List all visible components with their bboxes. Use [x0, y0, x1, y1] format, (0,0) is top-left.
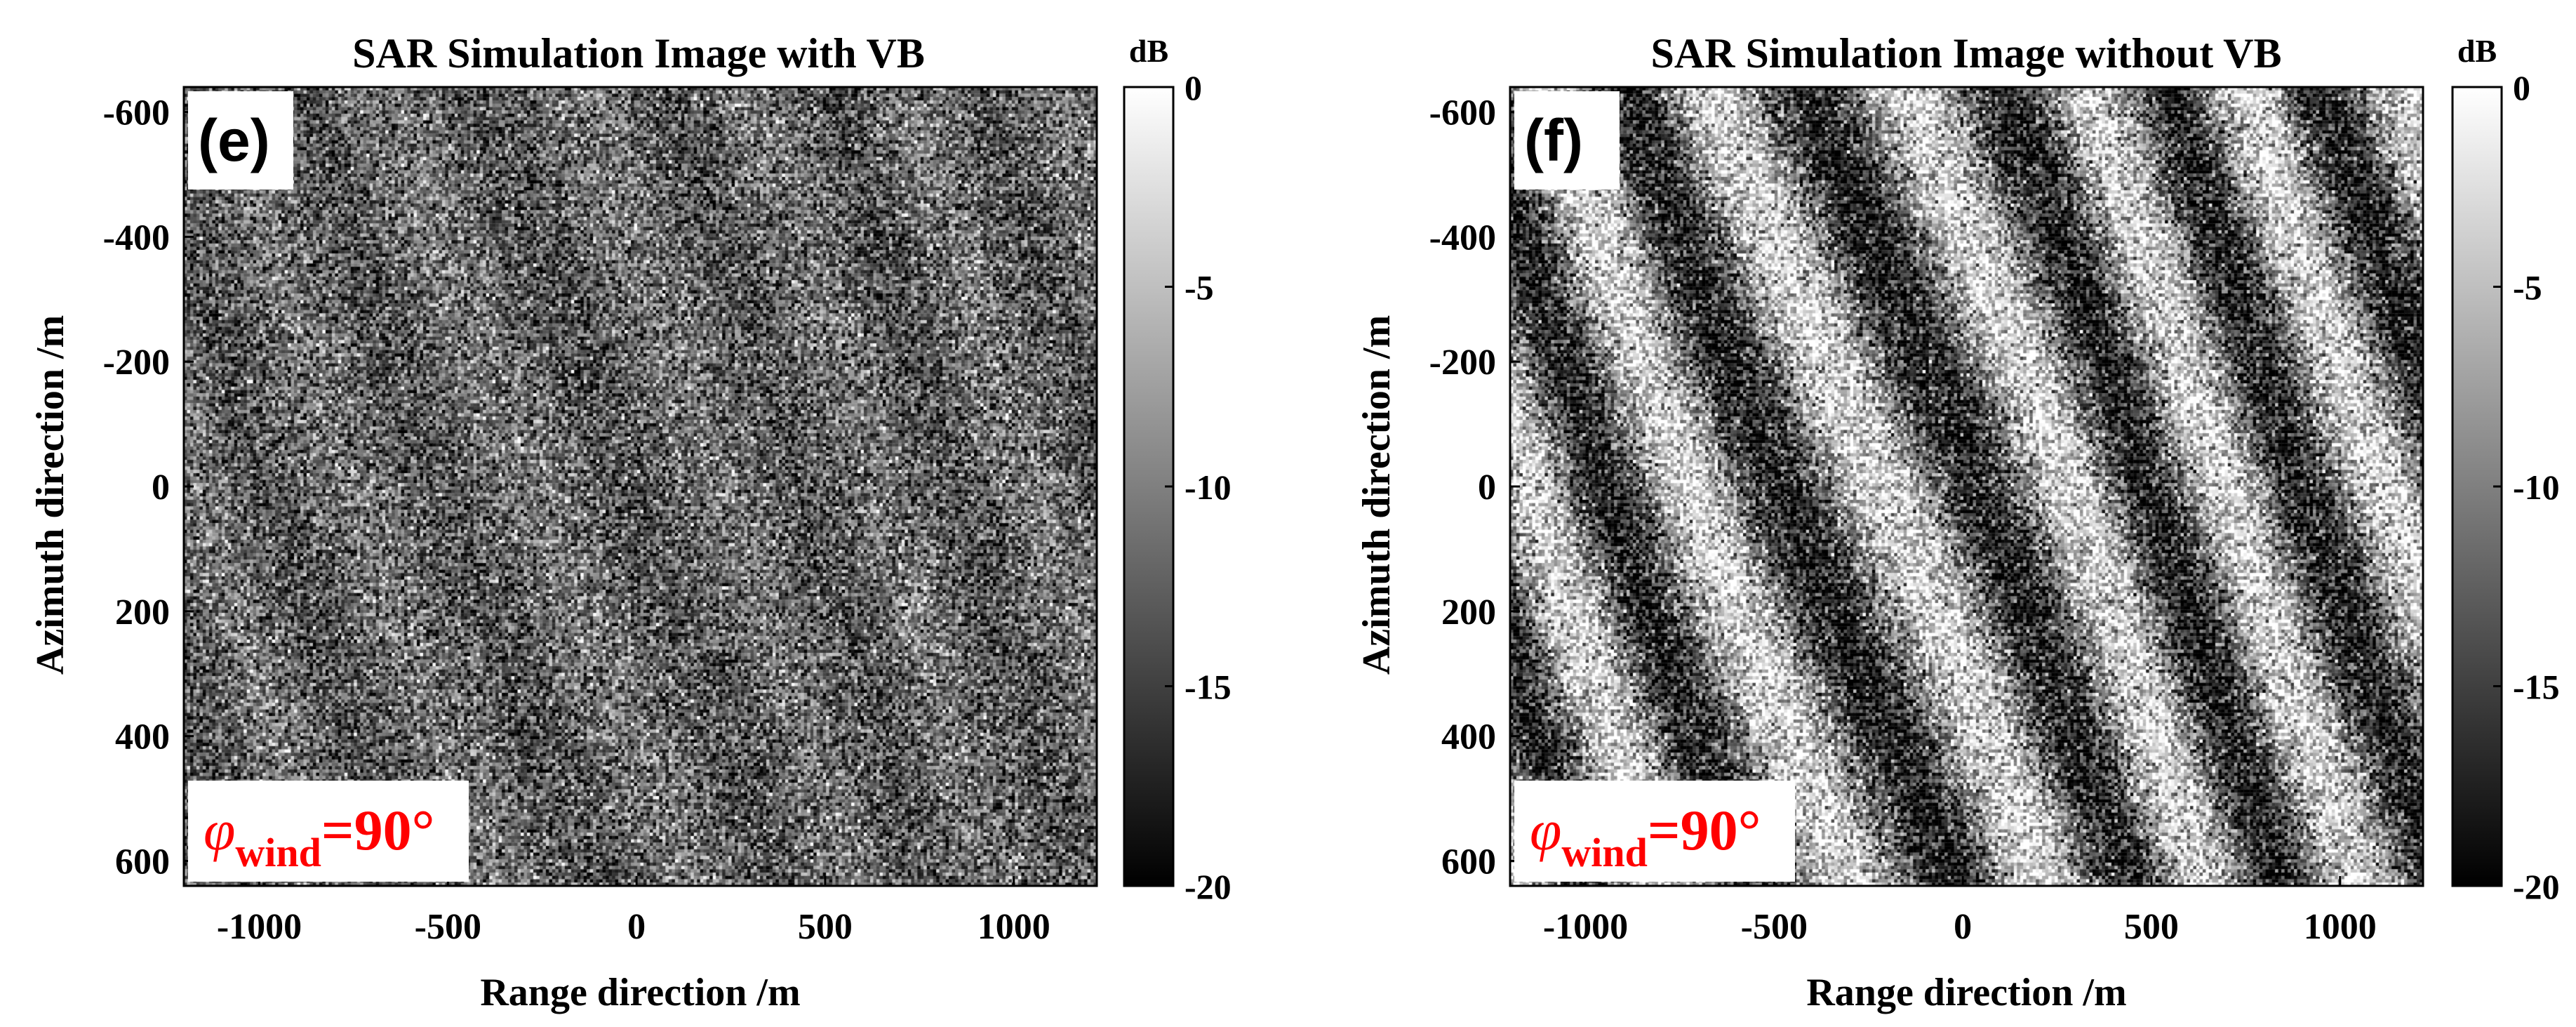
x-axis-label: Range direction /m [1806, 971, 2126, 1014]
chart-title: SAR Simulation Image with VB [352, 30, 925, 77]
colorbar-tick-label: -5 [2513, 268, 2542, 307]
x-tick-label: -500 [1741, 907, 1808, 947]
colorbar-tick-label: -20 [1184, 867, 1232, 906]
y-tick-label: -200 [103, 343, 170, 383]
y-tick-label: 600 [1441, 842, 1496, 882]
colorbar-tick-label: -5 [1184, 268, 1214, 307]
x-tick-label: 1000 [2304, 907, 2377, 947]
wind-annotation: φwind=90° [1530, 798, 1761, 875]
y-tick-label: 200 [115, 592, 170, 632]
wind-annotation: φwind=90° [203, 798, 434, 875]
y-tick-label: -400 [1429, 218, 1496, 258]
y-axis-label: Azimuth direction /m [29, 315, 72, 675]
y-tick-label: 400 [115, 717, 170, 757]
y-tick-label: 200 [1441, 592, 1496, 632]
wind-subscript: wind [1561, 830, 1648, 875]
sar-image [1510, 87, 2423, 886]
colorbar-unit: dB [2457, 33, 2497, 69]
colorbar-tick-label: -10 [2513, 468, 2560, 507]
wind-annotation-box [1514, 781, 1795, 882]
panel-label: (f) [1524, 107, 1583, 173]
x-tick-label: 0 [627, 907, 646, 947]
wind-subscript: wind [235, 830, 321, 875]
panel-label-box [188, 91, 293, 190]
chart-title: SAR Simulation Image without VB [1650, 30, 2281, 77]
x-tick-label: -1000 [1543, 907, 1628, 947]
y-tick-label: 600 [115, 842, 170, 882]
x-tick-label: -1000 [217, 907, 302, 947]
x-tick-label: 0 [1954, 907, 1972, 947]
y-tick-label: 400 [1441, 717, 1496, 757]
wind-phi-symbol: φ [203, 798, 235, 862]
colorbar-tick-label: -15 [2513, 668, 2560, 707]
y-tick-label: -600 [103, 93, 170, 133]
y-tick-label: -600 [1429, 93, 1496, 133]
y-tick-label: 0 [1478, 468, 1496, 508]
wind-value: =90° [321, 798, 435, 862]
panel-e: SAR Simulation Image with VB-1000 -500 0 50… [29, 30, 1232, 1014]
colorbar-tick-label: 0 [2513, 68, 2530, 107]
y-axis-label: Azimuth direction /m [1355, 315, 1399, 675]
colorbar-tick-label: -15 [1184, 668, 1232, 707]
colorbar-tick-label: -10 [1184, 468, 1232, 507]
y-tick-label: -400 [103, 218, 170, 258]
panel-label-box [1514, 91, 1620, 190]
y-tick-label: 0 [152, 468, 170, 508]
colorbar-unit: dB [1129, 33, 1168, 69]
x-tick-label: 500 [798, 907, 853, 947]
wind-annotation-box [188, 781, 469, 882]
y-tick-label: -200 [1429, 343, 1496, 383]
panel-label: (e) [198, 107, 270, 173]
x-tick-label: -500 [415, 907, 481, 947]
sar-image [184, 87, 1097, 886]
colorbar-tick-label: 0 [1184, 68, 1202, 107]
panel-f: SAR Simulation Image without VB-1000 -500… [1355, 30, 2560, 1014]
colorbar-tick-label: -20 [2513, 867, 2560, 906]
x-tick-label: 500 [2124, 907, 2179, 947]
x-axis-label: Range direction /m [480, 971, 800, 1014]
wind-value: =90° [1648, 798, 1761, 862]
wind-phi-symbol: φ [1530, 798, 1561, 862]
x-tick-label: 1000 [977, 907, 1050, 947]
